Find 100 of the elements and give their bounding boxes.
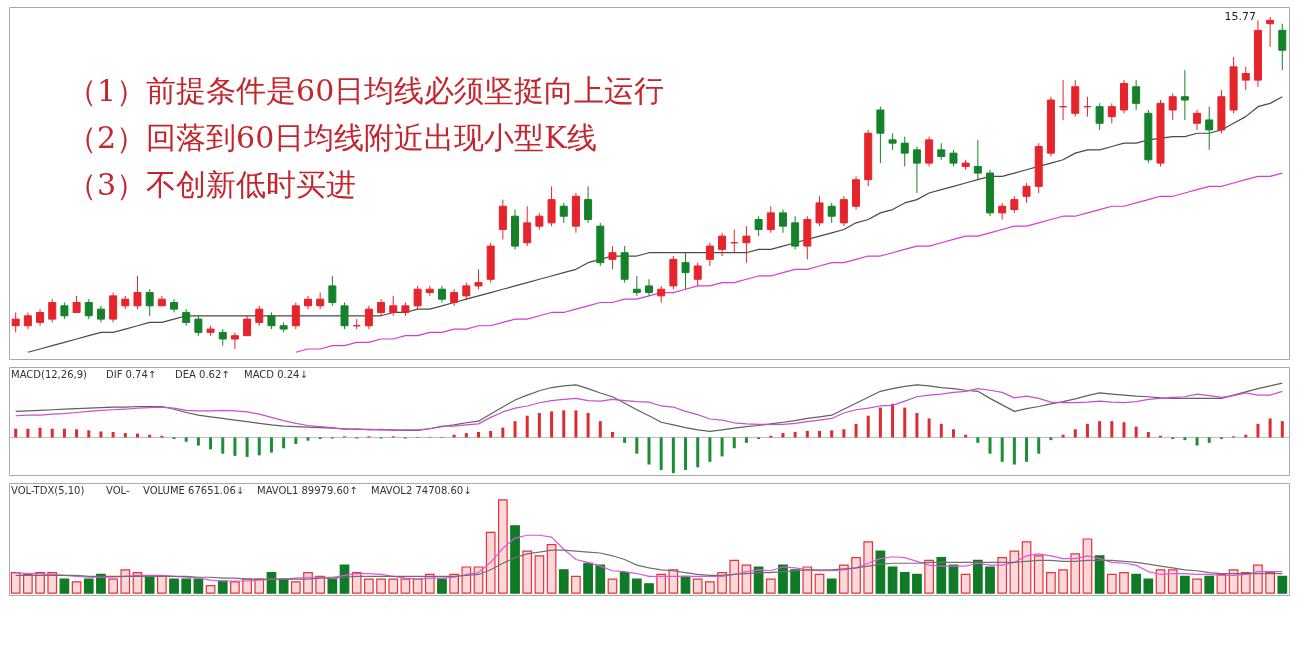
bar	[781, 433, 785, 438]
bar	[156, 575, 167, 594]
bar	[936, 557, 947, 594]
bar	[875, 550, 886, 594]
bar	[169, 578, 179, 594]
candlestick	[645, 278, 653, 297]
bar	[891, 403, 895, 438]
candlestick	[291, 302, 300, 330]
bar	[647, 437, 651, 465]
candlestick	[1180, 69, 1189, 121]
bar	[111, 432, 115, 438]
bar	[461, 566, 472, 594]
candlestick	[1022, 182, 1031, 204]
candlestick	[912, 146, 921, 194]
bar	[1094, 555, 1105, 594]
candlestick	[766, 205, 775, 234]
bar	[230, 581, 240, 594]
candlestick	[523, 205, 532, 247]
candlestick	[705, 242, 714, 267]
bar	[306, 437, 310, 441]
bar	[839, 564, 849, 594]
bar	[1146, 432, 1150, 438]
bar	[10, 572, 21, 594]
candlestick	[547, 185, 556, 227]
bar	[793, 432, 797, 438]
candlestick	[1168, 92, 1177, 121]
bar	[1106, 573, 1117, 594]
bar	[765, 578, 776, 594]
candlestick	[742, 225, 751, 264]
bar	[522, 550, 533, 594]
bar	[1082, 538, 1093, 594]
bar	[668, 569, 679, 594]
candlestick	[681, 252, 690, 290]
bar	[659, 437, 663, 470]
bar	[26, 428, 30, 438]
bar	[489, 430, 493, 438]
candlestick	[109, 292, 118, 323]
candlestick	[827, 202, 836, 224]
bar	[598, 421, 602, 438]
bar	[87, 430, 91, 438]
candlestick	[474, 268, 483, 290]
bar	[1207, 437, 1211, 443]
bar	[927, 418, 931, 438]
bar	[571, 575, 581, 594]
candlestick	[328, 275, 337, 307]
bar	[534, 555, 545, 594]
bar	[583, 562, 593, 594]
bar	[1240, 572, 1251, 594]
bar	[282, 437, 286, 449]
bar	[851, 557, 861, 594]
bar	[939, 423, 943, 438]
bar	[501, 427, 505, 438]
bar	[595, 564, 606, 594]
bar	[558, 569, 569, 594]
text: MAVOL2 74708.60↓	[371, 485, 472, 496]
bar	[1073, 429, 1077, 438]
bar	[866, 415, 870, 438]
candlestick	[1241, 66, 1250, 91]
bar	[656, 573, 667, 594]
bar	[59, 578, 70, 594]
candlestick	[303, 295, 312, 310]
candlestick	[559, 202, 568, 224]
candlestick	[693, 262, 702, 287]
bar	[644, 583, 654, 594]
candlestick	[1205, 106, 1214, 151]
bar	[1253, 564, 1263, 594]
bar	[744, 437, 748, 443]
bar	[71, 581, 82, 594]
bar	[1143, 578, 1154, 594]
bar	[464, 433, 468, 438]
bar	[525, 415, 529, 438]
bar	[400, 578, 411, 594]
bar	[1183, 437, 1187, 441]
candlestick	[255, 305, 264, 327]
candlestick	[340, 302, 349, 330]
bar	[233, 437, 237, 456]
candlestick	[364, 305, 373, 330]
bar	[181, 578, 192, 594]
candlestick	[230, 331, 239, 350]
bar	[412, 578, 423, 594]
bar	[951, 429, 955, 438]
bar	[437, 578, 447, 594]
candlestick	[608, 245, 617, 270]
candlestick	[1278, 23, 1287, 71]
bar	[196, 437, 200, 446]
bar	[1216, 573, 1227, 594]
bar	[802, 566, 813, 594]
bar	[193, 578, 204, 594]
bar	[619, 572, 630, 594]
bar	[388, 578, 399, 594]
bar	[123, 433, 127, 438]
candlestick	[973, 139, 982, 181]
bar	[562, 410, 566, 438]
bar	[692, 578, 703, 594]
text: VOL-	[106, 485, 130, 496]
bar	[546, 544, 557, 594]
bar	[878, 407, 882, 438]
bar	[205, 585, 216, 594]
text: MACD 0.24↓	[244, 369, 308, 380]
candlestick	[718, 232, 727, 257]
